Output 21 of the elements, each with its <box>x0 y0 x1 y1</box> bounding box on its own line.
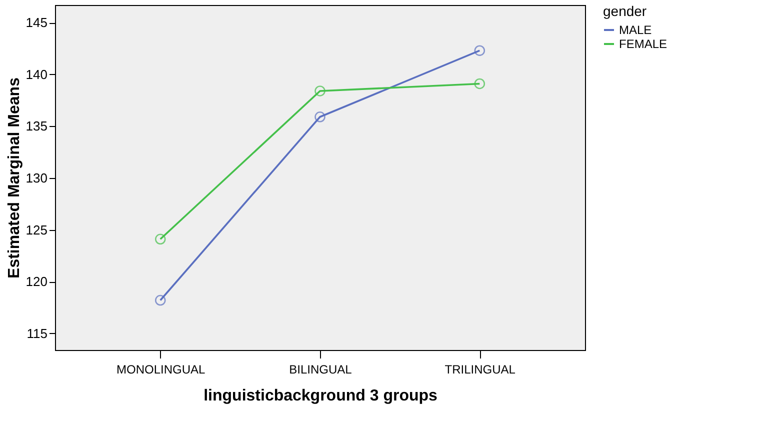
point <box>154 294 166 306</box>
y-tick-label: 115 <box>26 326 48 341</box>
y-tick-label: 120 <box>26 274 48 290</box>
point <box>314 86 326 96</box>
y-tick-label: 125 <box>26 222 48 238</box>
point <box>474 45 486 56</box>
y-tick-label: 145 <box>26 15 48 30</box>
legend-title: gender <box>603 3 647 19</box>
point <box>474 78 486 90</box>
x-axis-title: linguisticbackground 3 groups <box>204 388 438 404</box>
y-tick-label: 140 <box>26 66 48 82</box>
legend-label: MALE <box>619 23 652 37</box>
x-tick-label: TRILINGUAL <box>444 362 516 376</box>
legend-label: FEMALE <box>619 37 668 51</box>
y-axis-title: Estimated Marginal Means <box>6 77 23 278</box>
x-tick-label: MONOLINGUAL <box>116 362 206 376</box>
point <box>154 234 166 245</box>
point <box>314 112 326 122</box>
y-tick-label: 135 <box>26 118 48 134</box>
x-tick-label: BILINGUAL <box>289 362 352 376</box>
y-tick-label: 130 <box>26 170 48 186</box>
